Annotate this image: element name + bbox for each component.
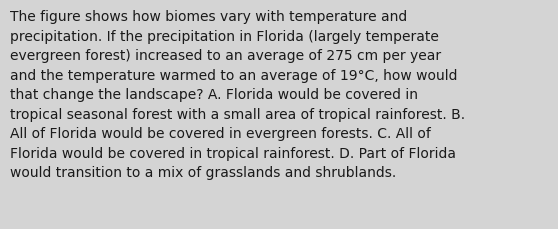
Text: The figure shows how biomes vary with temperature and
precipitation. If the prec: The figure shows how biomes vary with te… bbox=[10, 10, 465, 180]
